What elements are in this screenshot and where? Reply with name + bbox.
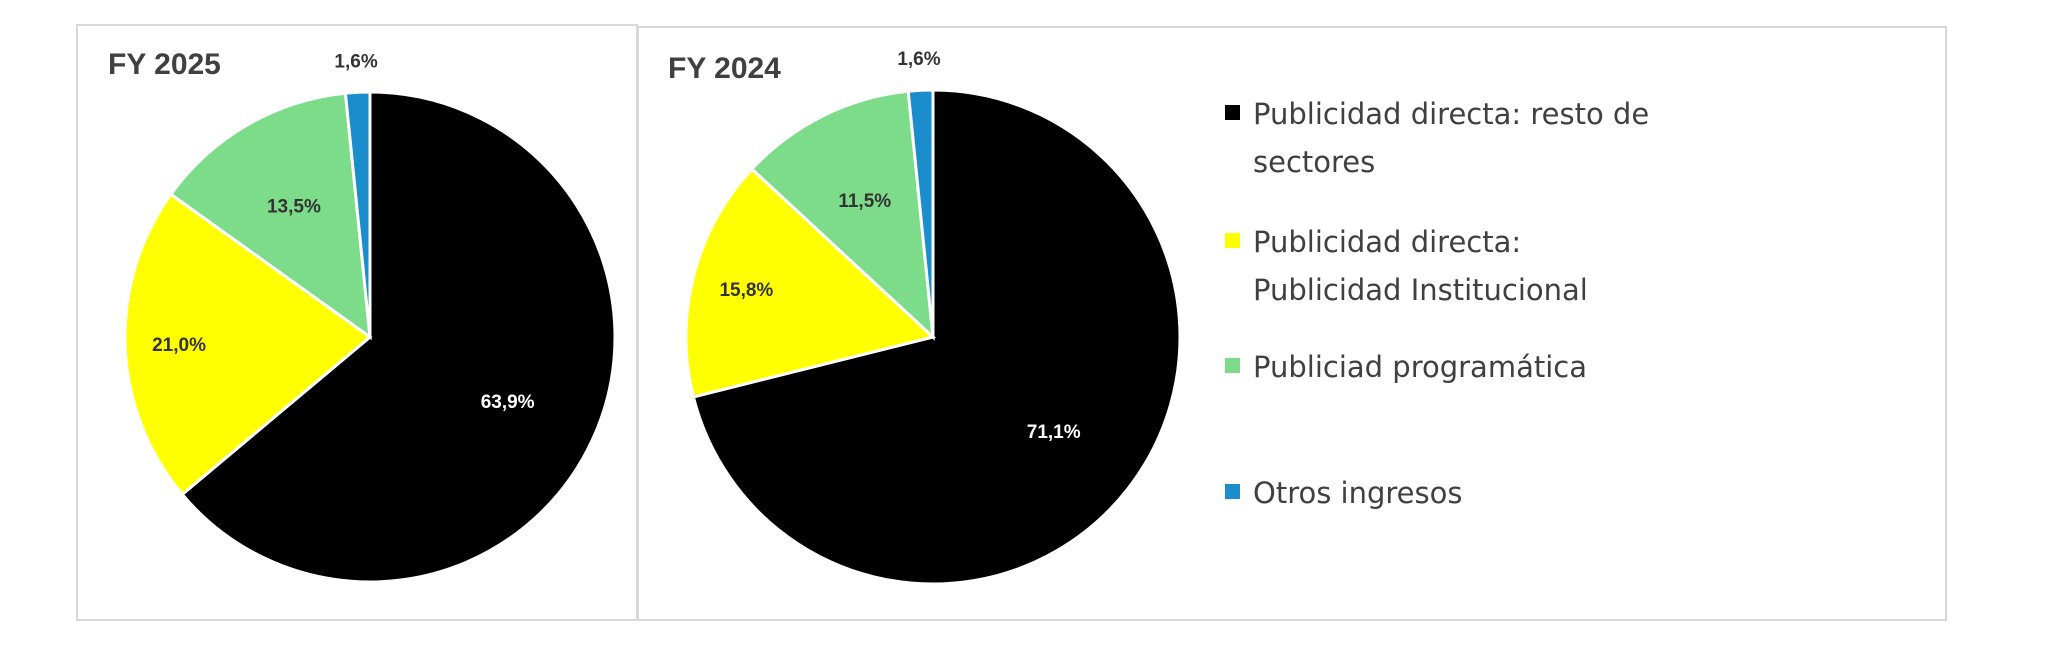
pie-slice-otros-ingresos [906, 88, 935, 338]
pie-slice-institucional [684, 166, 937, 399]
legend-marker-institucional [1225, 233, 1240, 248]
data-label-resto-sectores: 71,1% [1027, 422, 1081, 443]
legend: Publicidad directa: resto de sectores Pu… [1225, 97, 1649, 510]
pie-chart-fy2024: 71,1% 15,8% 11,5% 1,6% [684, 49, 1182, 586]
data-label-programatica: 11,5% [838, 191, 891, 212]
pie-slice-institucional [123, 192, 373, 497]
data-label-institucional: 15,8% [719, 280, 773, 301]
legend-label-programatica: Publiciad programática [1253, 350, 1587, 384]
pie-slice-otros-ingresos [343, 90, 372, 338]
pie-chart-fy2025: 63,9% 21,0% 13,5% 1,6% [123, 51, 617, 584]
data-label-otros-ingresos: 1,6% [334, 51, 377, 72]
legend-marker-otros-ingresos [1225, 484, 1240, 499]
pie-slice-resto-sectores [180, 90, 617, 584]
chart-title-fy2025: FY 2025 [108, 48, 221, 81]
legend-marker-programatica [1225, 358, 1240, 373]
data-label-institucional: 21,0% [152, 335, 206, 356]
pie-slice-programatica [749, 89, 935, 341]
pie-slice-resto-sectores [691, 88, 1182, 586]
legend-label-resto-sectores-line2: sectores [1253, 145, 1375, 179]
data-label-resto-sectores: 63,9% [481, 392, 535, 413]
legend-label-institucional-line1: Publicidad directa: [1253, 225, 1521, 259]
legend-marker-resto-sectores [1225, 105, 1240, 120]
pie-slice-programatica [168, 91, 372, 341]
data-label-otros-ingresos: 1,6% [897, 49, 940, 70]
chart-title-fy2024: FY 2024 [668, 52, 781, 85]
legend-label-otros-ingresos: Otros ingresos [1253, 476, 1463, 510]
legend-label-resto-sectores-line1: Publicidad directa: resto de [1253, 97, 1649, 131]
legend-label-institucional-line2: Publicidad Institucional [1253, 273, 1588, 307]
data-label-programatica: 13,5% [267, 197, 321, 218]
